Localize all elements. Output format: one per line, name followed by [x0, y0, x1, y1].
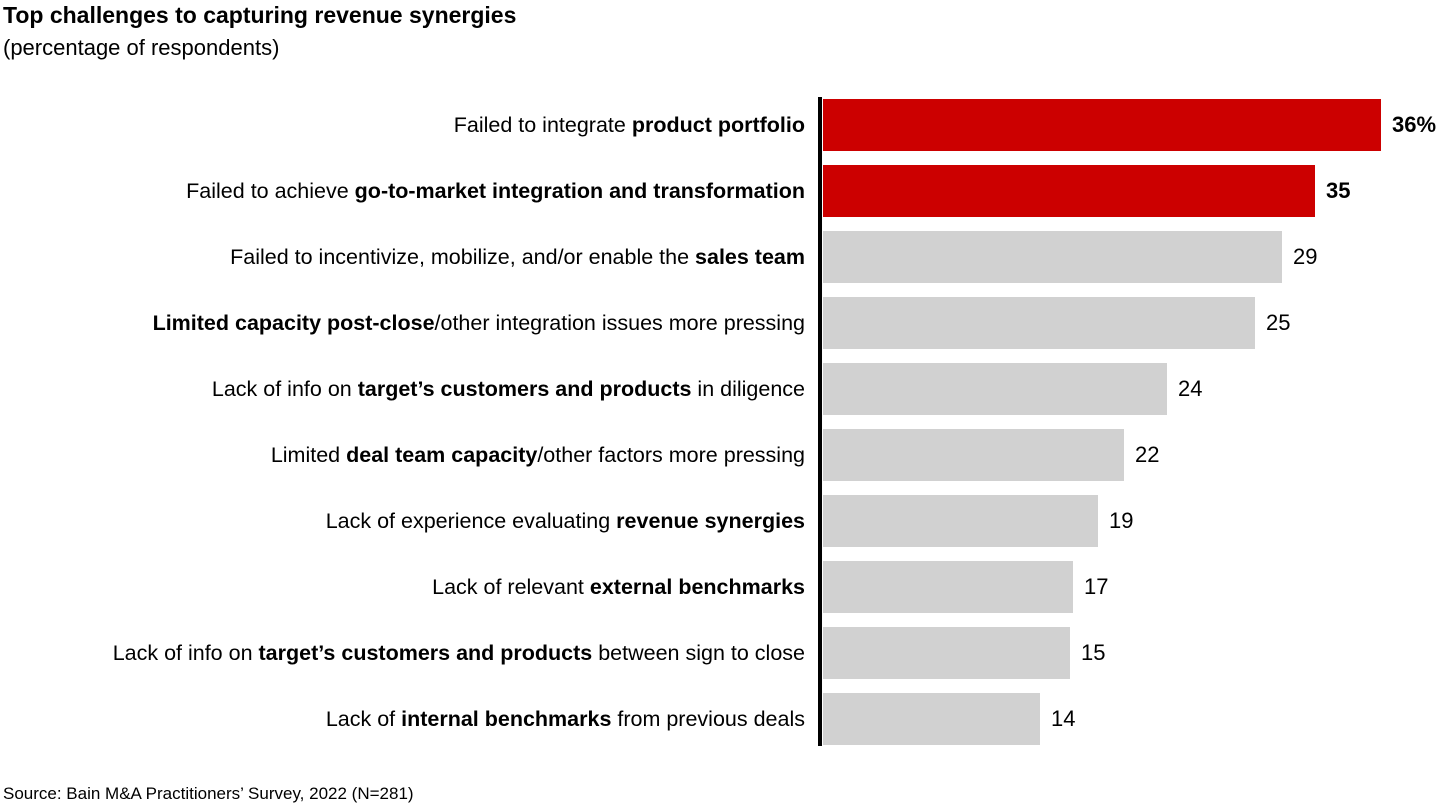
- label-segment-bold: Limited capacity post-close: [152, 310, 435, 335]
- label-segment: Lack of: [325, 706, 402, 731]
- bar-wrap: 14: [823, 693, 1075, 745]
- label-segment-bold: deal team capacity: [346, 442, 538, 467]
- bar-value: 14: [1051, 706, 1076, 731]
- bar-wrap: 25: [823, 297, 1290, 349]
- chart-row: Failed to achieve go-to-market integrati…: [0, 165, 1440, 217]
- label-segment-bold: revenue synergies: [616, 508, 805, 533]
- source-note: Source: Bain M&A Practitioners’ Survey, …: [3, 784, 414, 803]
- label-segment: Failed to incentivize, mobilize, and/or …: [230, 244, 696, 269]
- bar-label: Failed to achieve go-to-market integrati…: [0, 179, 805, 204]
- chart-row: Failed to incentivize, mobilize, and/or …: [0, 231, 1440, 283]
- label-segment: Lack of info on: [211, 376, 358, 401]
- bar-wrap: 15: [823, 627, 1105, 679]
- bar-label: Failed to integrate product portfolio: [0, 113, 805, 138]
- bar-value: 15: [1081, 640, 1106, 665]
- bar-wrap: 36%: [823, 99, 1436, 151]
- label-segment-bold: target’s customers and products: [258, 640, 593, 665]
- bar-label: Limited capacity post-close/other integr…: [0, 311, 805, 336]
- bar: [823, 693, 1040, 745]
- chart-row: Limited capacity post-close/other integr…: [0, 297, 1440, 349]
- label-segment: in diligence: [691, 376, 805, 401]
- bar: [823, 561, 1073, 613]
- chart-title: Top challenges to capturing revenue syne…: [3, 2, 517, 28]
- bar-wrap: 29: [823, 231, 1317, 283]
- bar: [823, 429, 1124, 481]
- bar-value: 22: [1135, 442, 1160, 467]
- bar-value: 17: [1084, 574, 1109, 599]
- chart-row: Lack of relevant external benchmarks 17: [0, 561, 1440, 613]
- chart-row: Lack of info on target’s customers and p…: [0, 627, 1440, 679]
- bar-value: 19: [1109, 508, 1134, 533]
- label-segment-bold: product portfolio: [631, 112, 805, 137]
- bar-wrap: 24: [823, 363, 1202, 415]
- bar: [823, 363, 1167, 415]
- bar-label: Lack of relevant external benchmarks: [0, 575, 805, 600]
- bar: [823, 297, 1255, 349]
- chart-subtitle: (percentage of respondents): [3, 35, 280, 60]
- bar: [823, 99, 1381, 151]
- chart-row: Failed to integrate product portfolio 36…: [0, 99, 1440, 151]
- label-segment: from previous deals: [611, 706, 805, 731]
- bar-label: Failed to incentivize, mobilize, and/or …: [0, 245, 805, 270]
- bar-value: 35: [1326, 178, 1351, 203]
- bar-label: Lack of internal benchmarks from previou…: [0, 707, 805, 732]
- label-segment: Failed to achieve: [186, 178, 355, 203]
- bar-wrap: 19: [823, 495, 1133, 547]
- chart-row: Lack of info on target’s customers and p…: [0, 363, 1440, 415]
- bar-label: Limited deal team capacity/other factors…: [0, 443, 805, 468]
- label-segment-bold: external benchmarks: [589, 574, 805, 599]
- bar-value: 29: [1293, 244, 1318, 269]
- label-segment: /other factors more pressing: [537, 442, 805, 467]
- label-segment: /other integration issues more pressing: [434, 310, 805, 335]
- chart-row: Limited deal team capacity/other factors…: [0, 429, 1440, 481]
- bar-label: Lack of info on target’s customers and p…: [0, 377, 805, 402]
- bar-chart: Failed to integrate product portfolio 36…: [0, 97, 1440, 747]
- bar-wrap: 35: [823, 165, 1350, 217]
- bar: [823, 495, 1098, 547]
- label-segment-bold: go-to-market integration and transformat…: [354, 178, 805, 203]
- label-segment: between sign to close: [592, 640, 805, 665]
- chart-rows: Failed to integrate product portfolio 36…: [0, 99, 1440, 745]
- bar-label: Lack of experience evaluating revenue sy…: [0, 509, 805, 534]
- bar: [823, 627, 1070, 679]
- bar-label: Lack of info on target’s customers and p…: [0, 641, 805, 666]
- label-segment: Lack of experience evaluating: [325, 508, 617, 533]
- bar-value: 25: [1266, 310, 1291, 335]
- label-segment: Failed to integrate: [453, 112, 632, 137]
- bar-value: 36%: [1392, 112, 1437, 137]
- bar-wrap: 22: [823, 429, 1159, 481]
- label-segment: Lack of info on: [112, 640, 259, 665]
- bar-value: 24: [1178, 376, 1203, 401]
- bar: [823, 165, 1315, 217]
- label-segment: Limited: [270, 442, 347, 467]
- chart-row: Lack of internal benchmarks from previou…: [0, 693, 1440, 745]
- bar: [823, 231, 1282, 283]
- chart-row: Lack of experience evaluating revenue sy…: [0, 495, 1440, 547]
- label-segment-bold: target’s customers and products: [357, 376, 692, 401]
- axis-line: [818, 97, 822, 746]
- bar-wrap: 17: [823, 561, 1108, 613]
- label-segment: Lack of relevant: [432, 574, 590, 599]
- label-segment-bold: internal benchmarks: [401, 706, 612, 731]
- label-segment-bold: sales team: [695, 244, 805, 269]
